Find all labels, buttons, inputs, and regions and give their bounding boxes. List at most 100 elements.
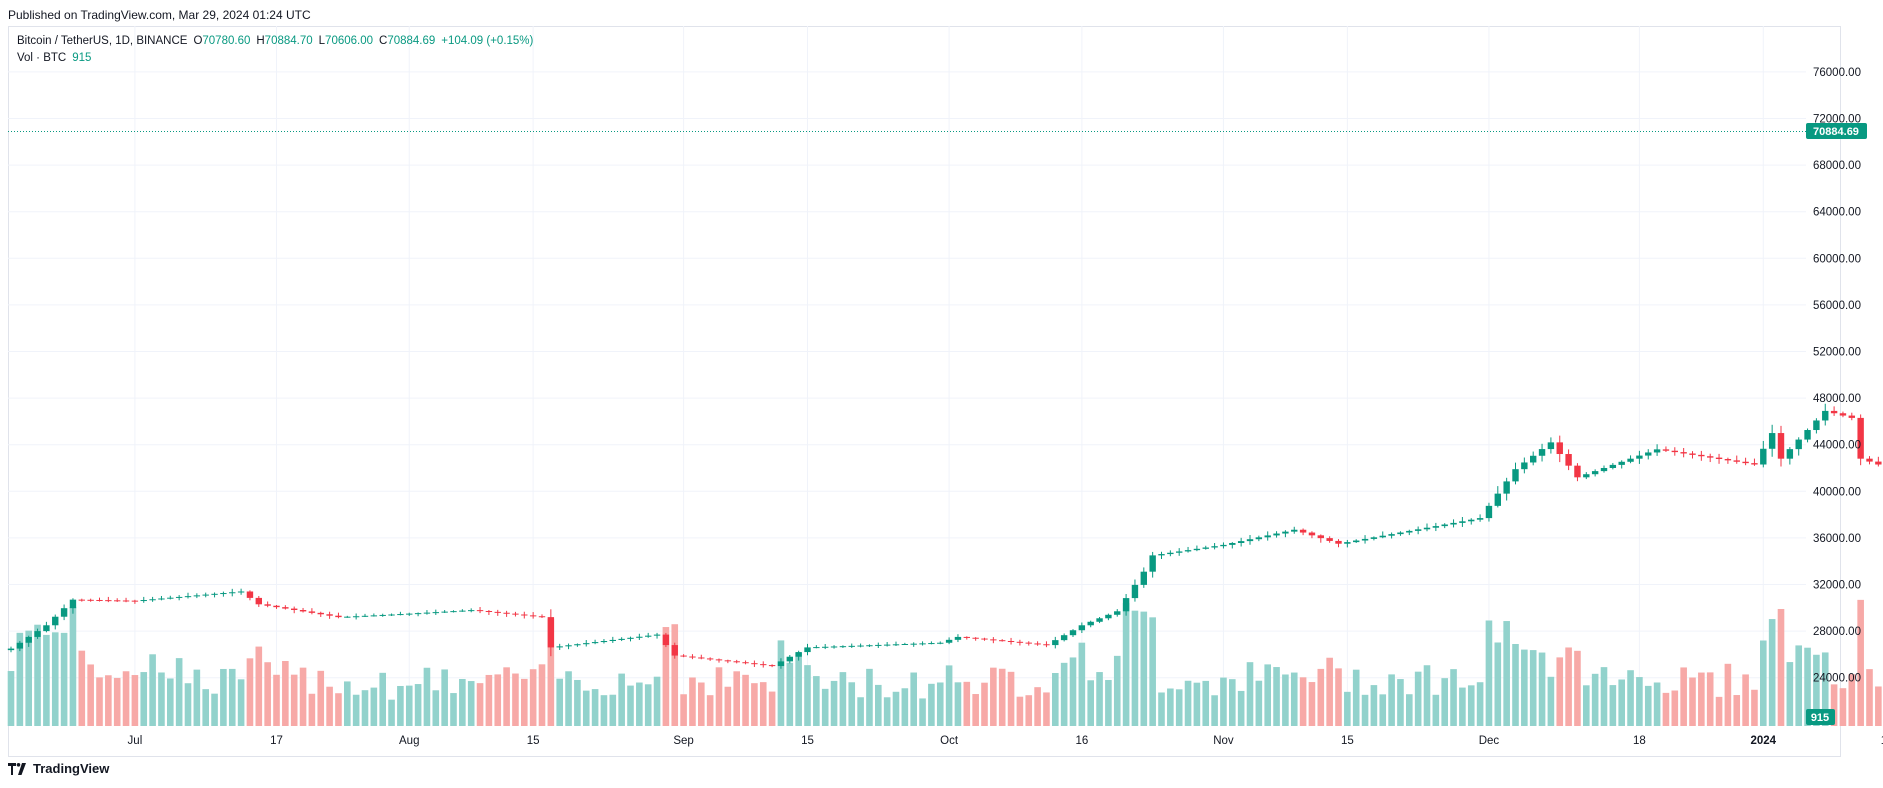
ohlc-legend[interactable]: Bitcoin / TetherUS, 1D, BINANCE O70780.60… bbox=[17, 35, 533, 47]
candle-body bbox=[1273, 533, 1280, 536]
candle bbox=[1671, 447, 1678, 456]
volume-bar bbox=[317, 670, 325, 726]
candle-body bbox=[848, 645, 855, 647]
candle-body bbox=[344, 616, 351, 618]
volume-bar bbox=[1034, 687, 1041, 726]
time-tick-label: 17 bbox=[270, 735, 283, 747]
candle-body bbox=[1822, 410, 1829, 421]
volume-bar bbox=[335, 693, 342, 726]
candle-body bbox=[866, 645, 873, 647]
candle-body bbox=[485, 611, 493, 613]
candle-body bbox=[1193, 548, 1201, 551]
candle bbox=[777, 658, 785, 669]
candle bbox=[822, 643, 829, 650]
candle-body bbox=[636, 636, 643, 638]
candle bbox=[1202, 545, 1209, 550]
time-axis[interactable]: Jul17Aug15Sep15Oct16Nov15Dec18202415Feb1… bbox=[128, 735, 1883, 747]
candle bbox=[1105, 613, 1112, 621]
volume-bar bbox=[405, 685, 413, 726]
price-tick-label: 68000.00 bbox=[1813, 160, 1861, 172]
candle-body bbox=[583, 643, 590, 645]
volume-bar bbox=[167, 678, 174, 726]
candle bbox=[1751, 458, 1758, 466]
candle-body bbox=[777, 661, 785, 667]
price-tick-label: 56000.00 bbox=[1813, 300, 1861, 312]
volume-bar bbox=[1636, 677, 1643, 726]
volume-bar bbox=[786, 662, 794, 726]
candle-body bbox=[1494, 493, 1501, 506]
candle bbox=[999, 639, 1006, 642]
volume-bar bbox=[1503, 621, 1510, 726]
candle bbox=[1689, 451, 1696, 459]
candle-body bbox=[945, 639, 953, 643]
candle bbox=[229, 588, 236, 597]
candle-body bbox=[565, 645, 572, 647]
candle bbox=[149, 596, 156, 602]
volume-bar bbox=[1158, 692, 1165, 726]
candle-body bbox=[459, 610, 466, 612]
volume-bars bbox=[7, 599, 1882, 726]
time-tick-label: Oct bbox=[940, 735, 959, 747]
candle bbox=[680, 654, 687, 658]
candle-body bbox=[1583, 474, 1590, 478]
candle bbox=[69, 598, 77, 614]
candle-body bbox=[1512, 469, 1519, 482]
candle bbox=[43, 621, 50, 633]
candle bbox=[1397, 531, 1404, 536]
candle-body bbox=[1618, 461, 1625, 465]
volume-bar bbox=[804, 665, 811, 726]
volume-bar bbox=[954, 682, 962, 726]
candle-body bbox=[1733, 460, 1740, 462]
candle-body bbox=[786, 656, 793, 662]
candle bbox=[565, 643, 572, 650]
price-tick-label: 76000.00 bbox=[1813, 67, 1861, 79]
low-value: 70606.00 bbox=[325, 35, 374, 47]
candle-body bbox=[229, 592, 236, 594]
candle-body bbox=[1848, 415, 1855, 418]
candle-body bbox=[1574, 465, 1581, 478]
price-tick-label: 60000.00 bbox=[1813, 253, 1861, 265]
candle bbox=[34, 628, 41, 639]
candle bbox=[1822, 403, 1829, 426]
volume-bar bbox=[1618, 679, 1625, 726]
candle bbox=[1423, 523, 1431, 532]
volume-label[interactable]: Vol · BTC bbox=[17, 52, 67, 64]
candle bbox=[175, 595, 183, 601]
close-value: 70884.69 bbox=[387, 35, 436, 47]
volume-bar bbox=[1574, 650, 1581, 726]
volume-bar bbox=[432, 690, 440, 726]
candle-body bbox=[733, 661, 740, 663]
candle-body bbox=[1414, 529, 1422, 531]
volume-bar bbox=[1007, 671, 1015, 726]
candle-body bbox=[1052, 640, 1059, 646]
volume-bar bbox=[1512, 643, 1519, 726]
candle bbox=[361, 613, 369, 618]
volume-bar bbox=[51, 632, 59, 726]
volume-bar bbox=[892, 691, 900, 726]
candle bbox=[1140, 567, 1147, 588]
candle-body bbox=[1246, 539, 1254, 542]
footer[interactable]: TradingView bbox=[8, 761, 109, 776]
candle bbox=[636, 633, 643, 640]
volume-bar bbox=[1370, 685, 1378, 726]
volume-legend[interactable]: Vol · BTC 915 bbox=[17, 52, 91, 64]
candle-body bbox=[627, 637, 634, 639]
candle-body bbox=[1087, 621, 1094, 626]
price-axis[interactable]: 76000.00 72000.00 68000.00 64000.00 60000.00… bbox=[1813, 67, 1861, 685]
candle-body bbox=[503, 612, 510, 614]
candle-body bbox=[1299, 529, 1307, 533]
volume-bar bbox=[582, 690, 590, 726]
price-tick-label: 44000.00 bbox=[1813, 440, 1861, 452]
candle-body bbox=[1326, 538, 1333, 541]
candle-body bbox=[1600, 468, 1608, 472]
candle bbox=[414, 612, 422, 617]
candle-body bbox=[795, 652, 802, 657]
volume-bar bbox=[1317, 668, 1325, 726]
candle-body bbox=[521, 614, 528, 616]
candle bbox=[1565, 449, 1572, 471]
time-tick-label: 18 bbox=[1633, 735, 1646, 747]
symbol-title[interactable]: Bitcoin / TetherUS, 1D, BINANCE bbox=[17, 35, 188, 47]
footer-brand[interactable]: TradingView bbox=[33, 761, 110, 776]
volume-bar bbox=[1202, 680, 1210, 726]
